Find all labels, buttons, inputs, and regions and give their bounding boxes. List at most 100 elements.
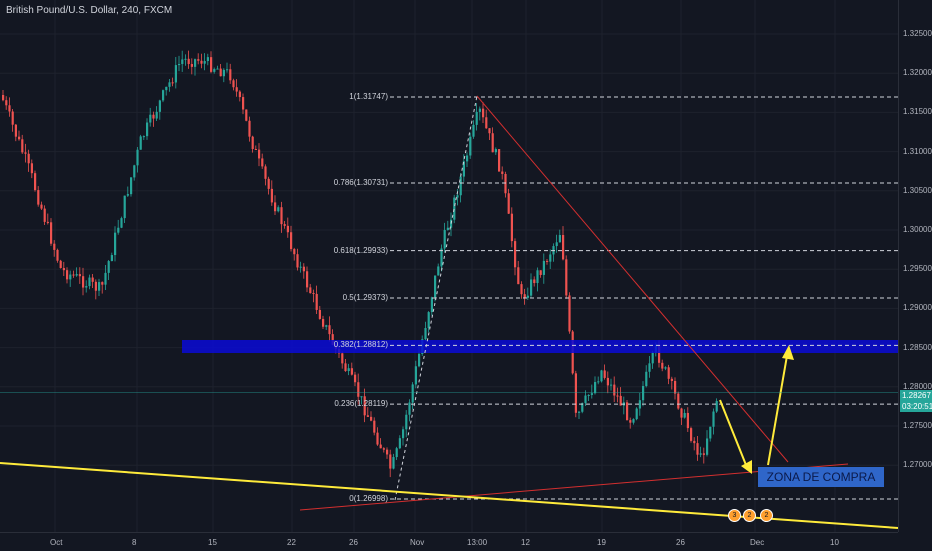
candle-body xyxy=(174,65,177,83)
candle-body xyxy=(27,153,30,164)
candle-body xyxy=(587,394,590,396)
candle-body xyxy=(418,353,421,367)
candle-body xyxy=(354,374,357,383)
candle-body xyxy=(434,275,437,298)
candle-body xyxy=(626,402,629,421)
candle-body xyxy=(670,378,673,381)
candle-body xyxy=(651,352,654,364)
candle-body xyxy=(5,100,8,106)
candle-body xyxy=(424,328,427,340)
candle-body xyxy=(341,353,344,364)
candle-body xyxy=(235,87,238,92)
event-icon[interactable]: 3 xyxy=(728,509,741,522)
candle-body xyxy=(40,204,43,209)
candle-body xyxy=(238,91,241,98)
candle-body xyxy=(226,69,229,71)
candle-body xyxy=(242,97,245,110)
candle-body xyxy=(382,448,385,450)
candle-body xyxy=(24,152,27,154)
candle-body xyxy=(142,136,145,138)
candle-body xyxy=(370,416,373,421)
candle-body xyxy=(456,195,459,198)
fib-level-label: 0.382(1.28812) xyxy=(333,340,388,350)
candle-body xyxy=(155,111,158,119)
candle-body xyxy=(360,396,363,398)
resistance-zone[interactable] xyxy=(182,340,898,353)
price-axis[interactable]: 1.32500 1.32000 1.31500 1.31000 1.30500 1.300… xyxy=(898,0,932,532)
candle-body xyxy=(56,249,59,261)
candle-body xyxy=(178,63,181,66)
candle-body xyxy=(200,60,203,64)
candle-body xyxy=(494,149,497,153)
candle-body xyxy=(658,345,661,363)
event-icon[interactable]: 2 xyxy=(760,509,773,522)
candle-body xyxy=(674,380,677,394)
candle-body xyxy=(565,259,568,296)
time-axis[interactable]: Oct 8 15 22 26 Nov 13:00 12 19 26 Dec 10 xyxy=(0,532,898,551)
candle-body xyxy=(347,368,350,372)
candle-body xyxy=(270,188,273,203)
candle-body xyxy=(30,163,33,174)
candle-body xyxy=(363,396,366,416)
fib-level-label: 0.618(1.29933) xyxy=(333,245,388,255)
fib-diagonal[interactable] xyxy=(394,95,478,501)
candle-body xyxy=(328,325,331,335)
price-tick-label: 1.28000 xyxy=(903,381,932,391)
time-tick-label: 10 xyxy=(830,538,839,547)
candle-body xyxy=(357,382,360,397)
candle-body xyxy=(661,362,664,369)
candle-body xyxy=(53,243,56,250)
candle-body xyxy=(696,443,699,455)
candle-body xyxy=(706,438,709,455)
candle-body xyxy=(136,149,139,166)
candle-body xyxy=(101,282,104,285)
candle-body xyxy=(187,58,190,65)
candle-body xyxy=(222,69,225,77)
event-icon[interactable]: 2 xyxy=(743,509,756,522)
trendline-rising[interactable] xyxy=(299,463,849,511)
time-tick-label: 26 xyxy=(676,538,685,547)
candle-body xyxy=(46,221,49,223)
candle-body xyxy=(184,58,187,60)
candle-body xyxy=(578,411,581,413)
candle-body xyxy=(120,218,123,228)
candle-body xyxy=(254,149,257,151)
price-tick-label: 1.29500 xyxy=(903,264,932,274)
candle-body xyxy=(168,82,171,87)
trendline-descending[interactable] xyxy=(476,95,789,463)
candle-body xyxy=(245,109,248,121)
candle-body xyxy=(398,438,401,449)
fib-level-label: 0.786(1.30731) xyxy=(333,178,388,188)
candle-body xyxy=(680,408,683,418)
price-tick-label: 1.30500 xyxy=(903,185,932,195)
candle-body xyxy=(606,377,609,386)
projection-arrow-up[interactable] xyxy=(767,349,789,466)
candle-body xyxy=(443,229,446,249)
candle-body xyxy=(14,124,17,137)
candle-body xyxy=(139,136,142,150)
candle-body xyxy=(197,59,200,61)
candle-body xyxy=(546,260,549,262)
candle-body xyxy=(213,69,216,72)
candle-body xyxy=(85,286,88,288)
candle-body xyxy=(501,171,504,174)
candle-body xyxy=(632,419,635,423)
candle-body xyxy=(533,279,536,284)
candle-body xyxy=(344,363,347,372)
candle-body xyxy=(373,420,376,433)
candle-body xyxy=(293,249,296,255)
buy-zone-label: ZONA DE COMPRA xyxy=(758,467,884,487)
candle-body xyxy=(306,271,309,288)
candle-body xyxy=(2,95,5,101)
projection-arrow-down[interactable] xyxy=(719,399,749,471)
candle-body xyxy=(536,270,539,284)
candle-body xyxy=(302,266,305,272)
candle-body xyxy=(274,202,277,212)
price-tick-label: 1.27000 xyxy=(903,460,932,470)
candle-body xyxy=(414,366,417,385)
time-tick-label: 26 xyxy=(349,538,358,547)
candle-body xyxy=(485,117,488,129)
candle-body xyxy=(514,241,517,268)
candle-body xyxy=(690,428,693,441)
